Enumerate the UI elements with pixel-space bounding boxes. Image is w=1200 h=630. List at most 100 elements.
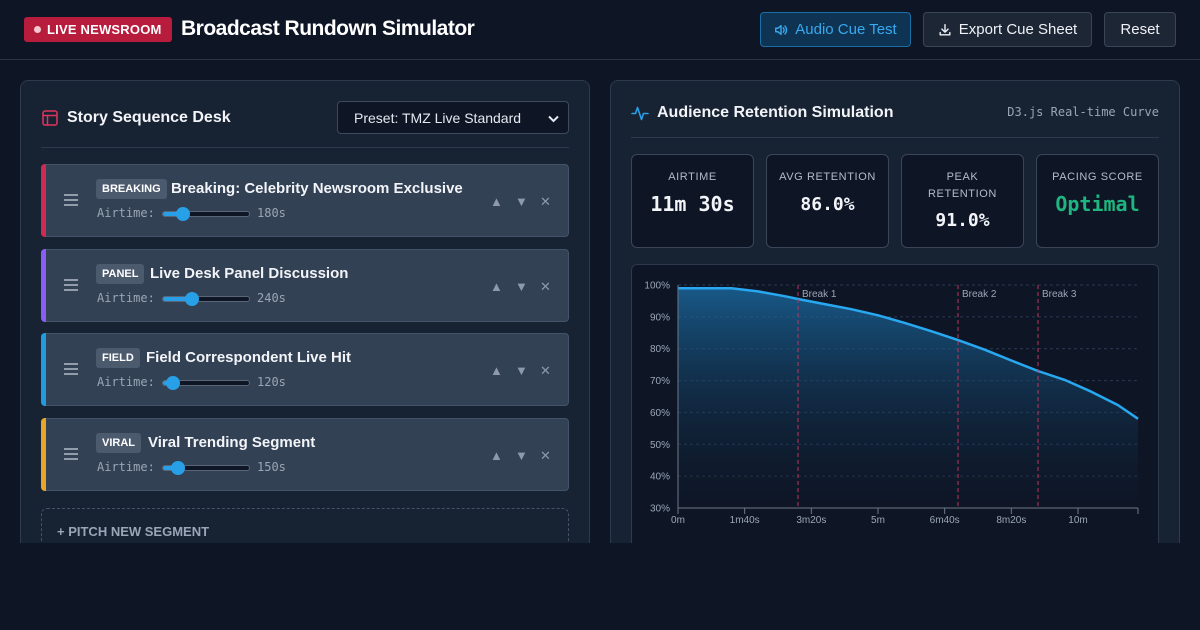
segment-card[interactable]: FIELD Field Correspondent Live Hit Airti… <box>41 333 569 406</box>
preset-select[interactable]: Preset: TMZ Live Standard <box>337 101 569 134</box>
slider-thumb[interactable] <box>176 207 190 221</box>
segment-tag: BREAKING <box>96 179 167 199</box>
export-cue-sheet-button[interactable]: Export Cue Sheet <box>923 12 1092 47</box>
segment-color-bar <box>41 333 46 406</box>
segment-color-bar <box>41 418 46 491</box>
airtime-label: Airtime: <box>97 375 155 389</box>
break-marker-label: Break 2 <box>962 289 997 300</box>
y-tick-label: 90% <box>650 312 670 323</box>
segment-tag: VIRAL <box>96 433 141 453</box>
main-content: Story Sequence Desk Preset: TMZ Live Sta… <box>0 60 1200 543</box>
airtime-value: 120s <box>257 375 286 389</box>
retention-divider <box>631 137 1159 138</box>
x-tick-label: 5m <box>871 515 885 526</box>
y-tick-label: 80% <box>650 344 670 355</box>
airtime-slider[interactable] <box>162 292 250 306</box>
drag-handle-icon[interactable] <box>64 447 78 461</box>
pitch-new-segment-button[interactable]: + PITCH NEW SEGMENT <box>41 508 569 543</box>
move-up-button[interactable]: ▲ <box>490 194 503 209</box>
chevron-down-icon <box>548 115 559 123</box>
airtime-label: Airtime: <box>97 291 155 305</box>
remove-segment-button[interactable]: ✕ <box>540 279 551 294</box>
segment-tag: FIELD <box>96 348 140 368</box>
segment-color-bar <box>41 249 46 322</box>
drag-handle-icon[interactable] <box>64 362 78 376</box>
stat-value: Optimal <box>1055 192 1140 216</box>
remove-segment-button[interactable]: ✕ <box>540 363 551 378</box>
app-header: LIVE NEWSROOM Broadcast Rundown Simulato… <box>0 0 1200 60</box>
y-tick-label: 40% <box>650 472 670 483</box>
x-tick-label: 0m <box>671 515 685 526</box>
move-up-button[interactable]: ▲ <box>490 448 503 463</box>
retention-chart-svg: 100% 90% 80% 70% 60% 50% 40% 30%0m 1m40s 3m20s 5m 6… <box>644 281 1139 526</box>
reset-button[interactable]: Reset <box>1104 12 1176 47</box>
move-down-button[interactable]: ▼ <box>515 194 528 209</box>
stat-card-avg-retention: AVG RETENTION 86.0% <box>766 154 889 248</box>
segment-color-bar <box>41 164 46 237</box>
drag-handle-icon[interactable] <box>64 193 78 207</box>
preset-value: Preset: TMZ Live Standard <box>354 109 522 126</box>
airtime-slider[interactable] <box>162 376 250 390</box>
airtime-label: Airtime: <box>97 206 155 220</box>
audio-cue-test-button[interactable]: Audio Cue Test <box>760 12 911 47</box>
segment-card[interactable]: VIRAL Viral Trending Segment Airtime: 15… <box>41 418 569 491</box>
x-tick-label: 3m20s <box>796 515 826 526</box>
remove-segment-button[interactable]: ✕ <box>540 194 551 209</box>
stat-value: 86.0% <box>800 194 855 215</box>
move-up-button[interactable]: ▲ <box>490 363 503 378</box>
slider-thumb[interactable] <box>166 376 180 390</box>
move-down-button[interactable]: ▼ <box>515 448 528 463</box>
x-tick-label: 8m20s <box>996 515 1026 526</box>
stat-value: 11m 30s <box>650 192 735 216</box>
engine-label: D3.js Real-time Curve <box>1007 105 1159 119</box>
segment-title: Breaking: Celebrity Newsroom Exclusive <box>171 180 463 197</box>
desk-title: Story Sequence Desk <box>67 109 231 126</box>
move-up-button[interactable]: ▲ <box>490 279 503 294</box>
remove-segment-button[interactable]: ✕ <box>540 448 551 463</box>
airtime-label: Airtime: <box>97 460 155 474</box>
drag-handle-icon[interactable] <box>64 278 78 292</box>
download-icon <box>939 23 951 36</box>
retention-line <box>678 286 1139 420</box>
y-tick-label: 70% <box>650 376 670 387</box>
slider-thumb[interactable] <box>185 292 199 306</box>
stat-card-peak-retention: PEAK RETENTION 91.0% <box>901 154 1024 248</box>
airtime-slider[interactable] <box>162 207 250 221</box>
airtime-slider[interactable] <box>162 461 250 475</box>
layout-icon <box>42 110 58 126</box>
stat-label: AVG RETENTION <box>779 171 876 183</box>
live-dot-icon <box>34 26 41 33</box>
slider-fill <box>163 297 192 301</box>
stat-card-airtime: AIRTIME 11m 30s <box>631 154 754 248</box>
segment-card[interactable]: BREAKING Breaking: Celebrity Newsroom Ex… <box>41 164 569 237</box>
y-tick-label: 50% <box>650 440 670 451</box>
desk-divider <box>41 147 569 148</box>
move-down-button[interactable]: ▼ <box>515 279 528 294</box>
stat-label: AIRTIME <box>668 171 717 183</box>
story-sequence-desk-panel: Story Sequence Desk Preset: TMZ Live Sta… <box>20 80 590 543</box>
segment-tag: PANEL <box>96 264 145 284</box>
audience-retention-panel: Audience Retention Simulation D3.js Real… <box>610 80 1180 543</box>
break-marker-label: Break 1 <box>802 289 837 300</box>
pitch-new-segment-label: + PITCH NEW SEGMENT <box>57 524 210 539</box>
stat-label: PACING SCORE <box>1052 171 1143 183</box>
segment-title: Viral Trending Segment <box>148 434 316 451</box>
y-tick-label: 30% <box>650 504 670 515</box>
app-title: Broadcast Rundown Simulator <box>181 17 475 40</box>
live-newsroom-badge: LIVE NEWSROOM <box>24 17 172 42</box>
stat-card-pacing-score: PACING SCORE Optimal <box>1036 154 1159 248</box>
y-tick-label: 100% <box>644 281 670 292</box>
segment-title: Live Desk Panel Discussion <box>150 265 349 282</box>
retention-title: Audience Retention Simulation <box>657 104 894 121</box>
retention-chart: 100% 90% 80% 70% 60% 50% 40% 30% 0m 1m40s 3m20s 5m 6… <box>631 264 1159 543</box>
move-down-button[interactable]: ▼ <box>515 363 528 378</box>
x-tick-label: 1m40s <box>730 515 760 526</box>
airtime-value: 180s <box>257 206 286 220</box>
segment-card[interactable]: PANEL Live Desk Panel Discussion Airtime… <box>41 249 569 322</box>
slider-thumb[interactable] <box>171 461 185 475</box>
activity-pulse-icon <box>631 106 649 121</box>
reset-label: Reset <box>1120 21 1160 38</box>
break-marker-label: Break 3 <box>1042 289 1077 300</box>
y-tick-label: 60% <box>650 408 670 419</box>
x-tick-label: 6m40s <box>930 515 960 526</box>
